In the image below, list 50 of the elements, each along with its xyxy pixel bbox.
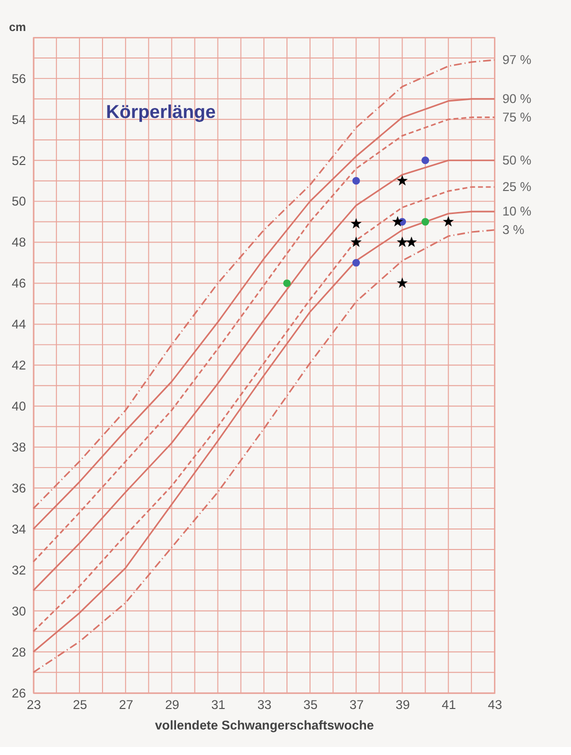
point — [352, 258, 360, 267]
x-tick-label: 35 — [303, 697, 318, 712]
point — [396, 277, 408, 288]
y-tick-label: 44 — [12, 316, 26, 332]
y-tick-label: 42 — [12, 358, 26, 373]
y-tick-label: 32 — [12, 562, 26, 578]
y-tick-label: 28 — [12, 644, 26, 660]
y-axis-title: cm — [8, 21, 26, 34]
y-tick-label: 50 — [12, 194, 26, 209]
x-tick-label: 41 — [442, 697, 456, 712]
point — [422, 156, 430, 164]
point — [350, 218, 362, 229]
x-tick-label: 29 — [165, 697, 180, 712]
series-label: 25 % — [502, 178, 532, 194]
series-label: 50 % — [502, 152, 532, 168]
point — [396, 175, 408, 186]
series-label: 97 % — [502, 52, 532, 67]
point — [422, 218, 430, 226]
x-tick-label: 31 — [211, 697, 226, 712]
x-tick-label: 25 — [72, 697, 88, 712]
point — [352, 177, 360, 185]
y-tick-label: 38 — [12, 439, 26, 454]
series-label: 3 % — [502, 222, 524, 237]
point — [350, 236, 362, 247]
x-tick-label: 23 — [26, 697, 41, 712]
point — [392, 216, 404, 226]
y-tick-label: 54 — [12, 112, 26, 127]
y-tick-label: 34 — [12, 521, 26, 536]
series-label: 10 % — [502, 203, 532, 218]
x-tick-label: 39 — [396, 697, 410, 712]
y-tick-label: 52 — [12, 152, 26, 168]
series-label: 90 % — [502, 90, 532, 106]
point — [283, 279, 291, 288]
y-tick-label: 56 — [12, 70, 26, 86]
x-axis-title: vollendete Schwangerschaftswoche — [154, 718, 374, 733]
x-tick-label: 43 — [488, 697, 502, 712]
series-label: 75 % — [502, 109, 532, 124]
point — [442, 216, 454, 226]
y-tick-label: 26 — [12, 685, 26, 700]
y-tick-label: 40 — [12, 398, 26, 414]
y-tick-label: 46 — [12, 276, 26, 291]
y-tick-label: 36 — [12, 480, 26, 496]
text: Körperlänge — [106, 100, 216, 122]
point — [396, 236, 408, 247]
y-tick-label: 48 — [12, 234, 26, 250]
point — [406, 236, 417, 247]
y-tick-label: 30 — [12, 603, 26, 618]
x-tick-label: 33 — [257, 697, 272, 712]
x-tick-label: 27 — [118, 697, 134, 712]
x-tick-label: 37 — [350, 697, 364, 712]
